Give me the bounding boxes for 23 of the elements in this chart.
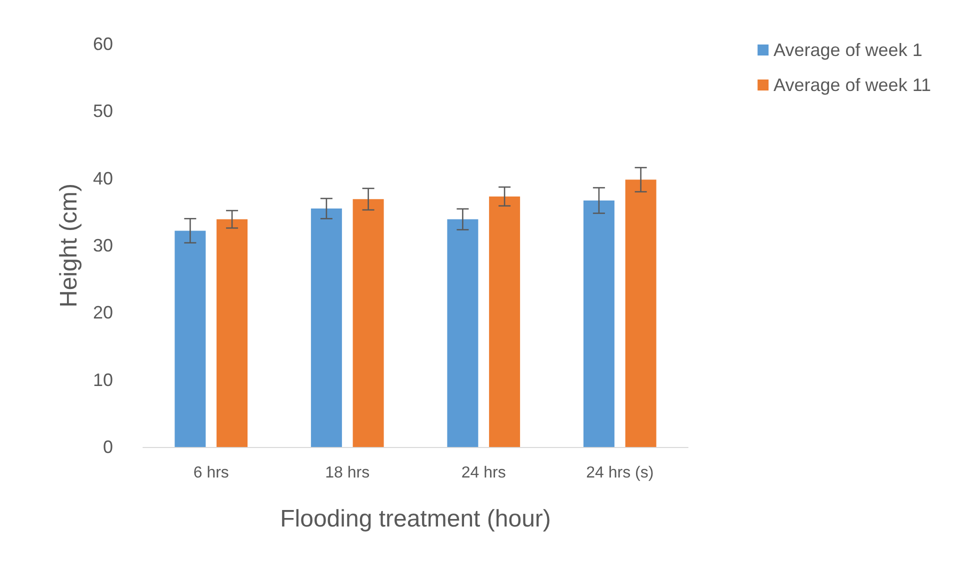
x-tick-label: 6 hrs — [193, 464, 229, 482]
x-axis-title: Flooding treatment (hour) — [280, 506, 551, 532]
bar — [216, 219, 248, 447]
y-tick-label: 30 — [92, 236, 113, 256]
y-tick-label: 40 — [92, 168, 113, 188]
bar — [489, 196, 520, 447]
y-tick-label: 50 — [92, 101, 113, 122]
x-tick-label: 24 hrs (s) — [586, 464, 654, 482]
x-tick-label: 24 hrs — [461, 464, 506, 482]
y-tick-label: 20 — [92, 302, 113, 323]
legend-label: Average of week 1 — [774, 40, 922, 60]
bar — [447, 219, 478, 447]
bar — [174, 230, 206, 447]
legend-label: Average of week 11 — [774, 75, 932, 95]
bar — [583, 200, 614, 447]
y-axis-title: Height (cm) — [56, 183, 82, 308]
bar — [310, 208, 342, 447]
y-tick-label: 0 — [102, 437, 113, 457]
x-tick-label: 18 hrs — [325, 464, 370, 482]
bar — [625, 180, 656, 447]
y-tick-label: 60 — [92, 34, 113, 54]
y-tick-label: 10 — [92, 370, 113, 390]
bar — [352, 199, 384, 447]
